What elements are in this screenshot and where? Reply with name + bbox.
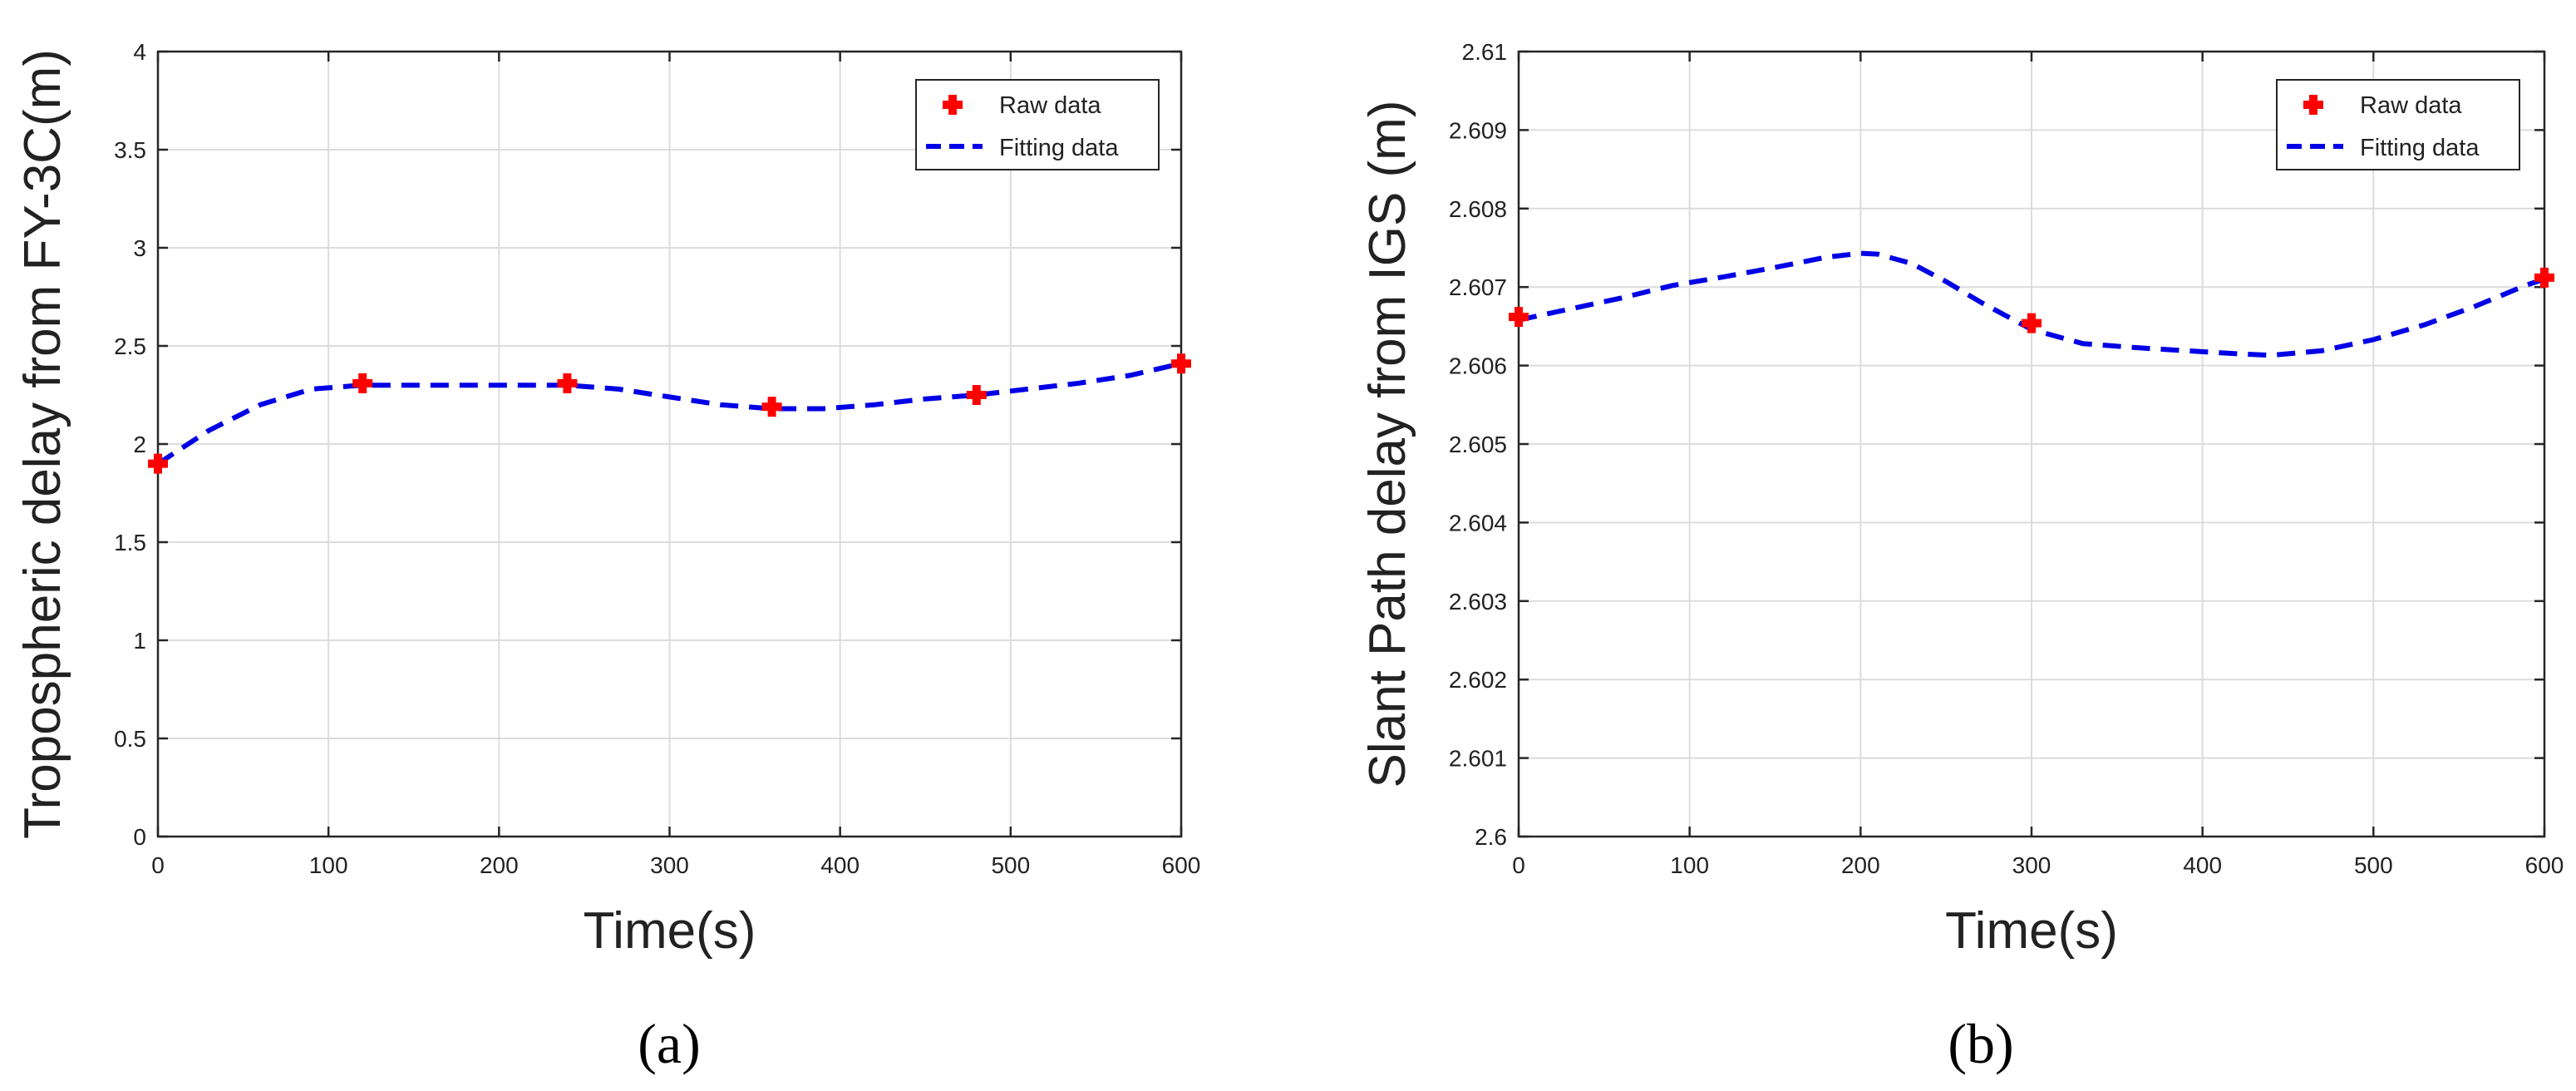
raw-data-point [1171,353,1191,374]
y-tick-label: 0 [133,824,146,850]
legend-label-fit: Fitting data [2360,135,2480,161]
raw-data-point [352,373,373,393]
raw-data-point [2022,313,2042,333]
y-tick-label: 2.607 [1449,274,1507,300]
y-tick-label: 2 [133,432,146,457]
y-tick-label: 3.5 [114,137,146,163]
legend-raw-marker [943,95,963,115]
raw-data-point [966,385,987,405]
y-tick-label: 2.608 [1449,196,1507,222]
x-tick-label: 200 [480,852,519,878]
y-tick-label: 2.603 [1449,589,1507,615]
y-tick-label: 2.609 [1449,117,1507,143]
x-tick-label: 400 [820,852,859,878]
panel-a: 0 100 200 300 400 500 600 0 0.5 1 1.5 2 2.5 3 3.5 4 Time… [14,39,1200,1075]
fitting-data-line [156,361,1182,467]
legend-label-raw: Raw data [2360,92,2462,119]
raw-data-point [148,453,168,474]
fitting-data-line [1518,250,2545,358]
y-tick-label: 2.6 [1475,824,1507,850]
x-tick-label: 500 [2354,852,2393,878]
y-tick-label: 2.605 [1449,432,1507,457]
y-tick-label: 2.602 [1449,667,1507,693]
x-tick-label: 0 [151,852,165,878]
y-tick-label: 0.5 [114,726,146,752]
raw-data-point [761,397,782,417]
x-tick-label: 0 [1512,852,1525,878]
x-tick-label: 600 [1162,852,1201,878]
y-tick-label: 1.5 [114,530,146,555]
panel-b: 0 100 200 300 400 500 600 2.6 2.601 2.602 2.603 2.6… [1359,39,2564,1075]
legend-label-raw: Raw data [999,92,1101,119]
x-tick-label: 100 [1670,852,1709,878]
x-tick-label: 300 [2012,852,2051,878]
y-axis-title: Slant Path delay from IGS (m) [1359,101,1416,788]
legend-label-fit: Fitting data [999,135,1119,161]
x-tick-label: 200 [1841,852,1880,878]
panel-label: (b) [1948,1012,2013,1075]
y-tick-label: 2.606 [1449,353,1507,379]
legend-raw-marker [2303,95,2323,115]
y-tick-label: 2.5 [114,333,146,359]
x-axis-title: Time(s) [1945,902,2118,960]
y-tick-label: 2.604 [1449,510,1507,536]
y-tick-label: 4 [133,39,146,65]
panel-label: (a) [638,1012,700,1075]
raw-data-point [1509,307,1529,328]
x-tick-label: 500 [991,852,1030,878]
y-tick-label: 2.61 [1462,39,1508,65]
raw-data-point [2534,267,2554,288]
x-tick-label: 100 [309,852,348,878]
y-tick-label: 1 [133,628,146,654]
y-tick-label: 3 [133,235,146,261]
x-axis-title: Time(s) [584,902,756,960]
y-axis-title: Tropospheric delay from FY-3C(m) [14,49,71,839]
y-tick-label: 2.601 [1449,746,1507,772]
x-tick-label: 300 [650,852,689,878]
x-tick-label: 600 [2525,852,2564,878]
raw-data-point [557,373,578,393]
x-tick-label: 400 [2183,852,2222,878]
